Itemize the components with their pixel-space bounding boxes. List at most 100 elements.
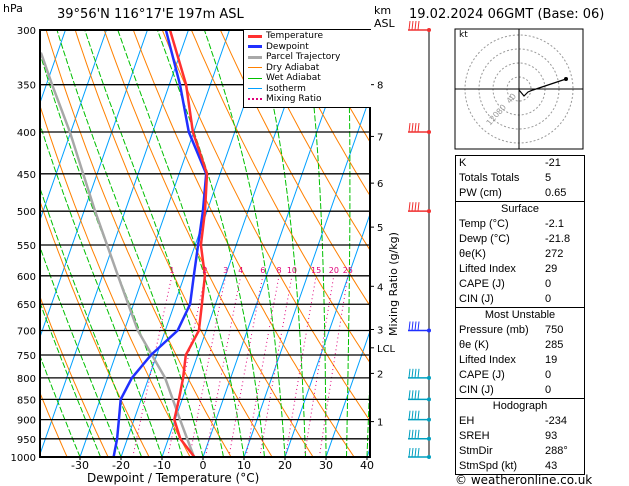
hodograph-unit: kt: [459, 30, 468, 40]
x-tick-label: -20: [112, 459, 130, 472]
wind-barb-flag: [411, 390, 414, 400]
wind-barb-flag: [411, 410, 414, 420]
row-label: CIN (J): [459, 293, 494, 305]
table-row: θe (K) 285: [456, 338, 584, 353]
mixing-ratio-line: [285, 275, 317, 457]
row-label: Pressure (mb): [459, 324, 529, 336]
x-tick-label: -30: [71, 459, 89, 472]
wet-adiabat-line: [366, 364, 370, 457]
dewpoint-point: [176, 329, 179, 332]
x-tick-label: 30: [319, 459, 333, 472]
dewpoint-point: [179, 83, 181, 86]
row-label: Temp (°C): [459, 218, 509, 230]
km-label: km: [374, 4, 392, 17]
table-title: Surface: [501, 203, 539, 215]
row-value: 93: [545, 430, 558, 442]
parcel-point: [164, 377, 166, 379]
temperature-point: [185, 83, 187, 86]
dewpoint-point: [131, 377, 133, 379]
isotherm-line: [40, 30, 189, 456]
wind-barb-flag: [417, 122, 420, 133]
wind-barb-flag: [414, 410, 417, 420]
wind-barb-flag: [408, 122, 411, 133]
table-row: Dewp (°C) -21.8: [456, 232, 584, 247]
hpa-label: hPa: [3, 2, 23, 15]
isotherm-line: [325, 329, 370, 457]
table-row: EH -234: [456, 414, 584, 429]
pressure-tick-label: 800: [17, 374, 36, 385]
copyright: © weatheronline.co.uk: [455, 473, 593, 486]
isotherm-line: [40, 30, 107, 222]
pressure-tick-label: 550: [17, 241, 36, 252]
wind-barb-flag: [414, 390, 417, 400]
km-tick-label: 5: [377, 223, 383, 234]
table-row: Lifted Index 19: [456, 353, 584, 368]
km-tick-label: LCL: [377, 344, 396, 355]
wind-barb-flag: [414, 20, 417, 31]
wind-barb-flag: [417, 429, 420, 439]
wind-barb-flag: [411, 202, 414, 212]
mixing-ratio-label: 3: [223, 266, 228, 275]
legend-swatch: [248, 77, 262, 79]
dry-adiabat-line: [40, 391, 68, 457]
wind-barb-dot: [427, 455, 431, 459]
km-tick-label: 4: [377, 282, 383, 293]
dewpoint-point: [197, 244, 199, 246]
row-value: 0: [545, 384, 552, 396]
row-value: 0: [545, 293, 552, 305]
dry-adiabat-line: [598, 30, 629, 457]
pressure-tick-label: 400: [17, 128, 36, 139]
wind-barb-flag: [408, 390, 411, 400]
dewpoint-point: [116, 438, 118, 440]
pressure-tick-label: 950: [17, 435, 36, 446]
x-tick-label: -10: [153, 459, 171, 472]
row-label: PW (cm): [459, 187, 502, 199]
wind-barb-dot: [427, 328, 431, 333]
wind-barb-flag: [414, 429, 417, 439]
pressure-tick-label: 700: [17, 327, 36, 338]
km-tick-label: 8: [377, 81, 383, 92]
dry-adiabat-line: [249, 30, 370, 252]
table-row: Pressure (mb) 750: [456, 323, 584, 338]
table-row: CIN (J) 0: [456, 292, 584, 307]
legend-item: Dry Adiabat: [244, 63, 371, 74]
pressure-tick-label: 900: [17, 416, 36, 427]
isotherm-line: [79, 30, 230, 457]
wind-barb-flag: [417, 20, 420, 31]
temperature-point: [204, 275, 206, 277]
pressure-tick-label: 450: [17, 170, 36, 181]
mixing-ratio-line: [303, 275, 335, 457]
row-value: 285: [545, 339, 564, 351]
table-title: Hodograph: [492, 400, 548, 412]
parcel-point: [137, 329, 139, 332]
legend: Temperature Dewpoint Parcel Trajectory Dry …: [243, 30, 371, 108]
legend-label: Wet Adiabat: [266, 73, 321, 83]
row-label: CAPE (J): [459, 278, 505, 290]
row-value: 750: [545, 324, 564, 336]
legend-item: Mixing Ratio: [244, 94, 371, 105]
indices-table: K -21 Totals Totals 5 PW (cm) 0.65: [455, 155, 585, 202]
legend-item: Dewpoint: [244, 42, 371, 53]
wind-barb-flag: [417, 368, 420, 378]
row-label: θe(K): [459, 248, 486, 260]
row-label: Lifted Index: [459, 263, 516, 275]
mixing-ratio-label: 20: [329, 266, 339, 275]
hodograph-point: [564, 77, 568, 81]
row-label: CIN (J): [459, 384, 494, 396]
pressure-tick-label: 300: [17, 26, 36, 37]
asl-label: ASL: [374, 17, 395, 30]
table-row: CAPE (J) 0: [456, 368, 584, 383]
row-value: 19: [545, 354, 558, 366]
wind-barb-flag: [411, 429, 414, 439]
hodograph-table: Hodograph EH -234 SREH 93 StmDir 288° StmSpd (k…: [455, 398, 585, 475]
wind-barb-dot: [427, 436, 431, 441]
x-tick-label: 10: [237, 459, 251, 472]
wet-adiabat-line: [40, 301, 101, 457]
mixing-ratio-label: 25: [343, 266, 353, 275]
dewpoint-point: [193, 275, 195, 277]
temperature-point: [178, 398, 180, 401]
table-row: StmSpd (kt) 43: [456, 459, 584, 474]
legend-label: Parcel Trajectory: [266, 52, 341, 62]
mixing-ratio-label: 10: [287, 266, 297, 275]
